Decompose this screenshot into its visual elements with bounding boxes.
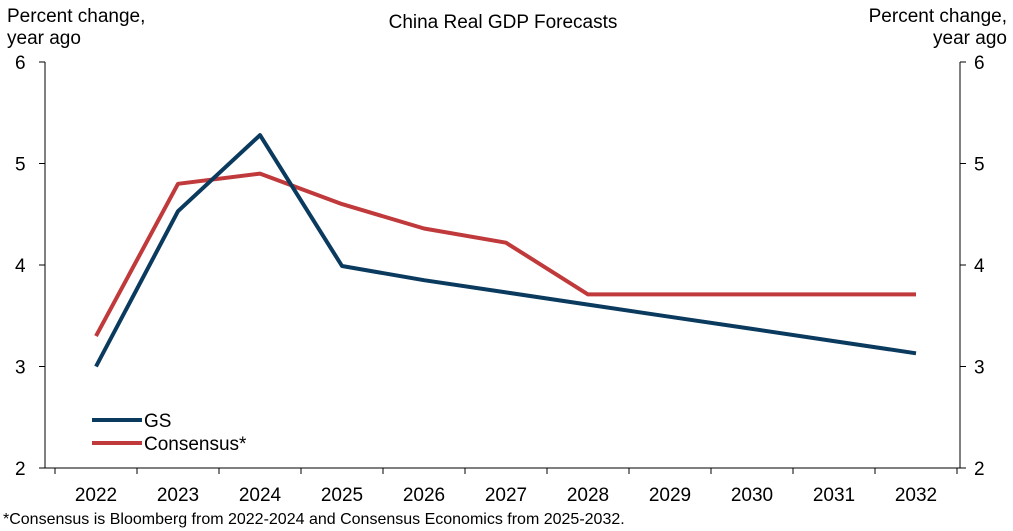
y-tick-label-right: 4 — [974, 256, 985, 277]
series-line-gs — [94, 133, 917, 368]
right-axis-label-line-2: year ago — [933, 28, 1007, 49]
series-lines — [94, 133, 917, 368]
right-axis-label-line-1: Percent change, — [869, 6, 1007, 27]
y-tick-label-left: 6 — [15, 53, 26, 74]
x-tick-label: 2024 — [239, 485, 282, 506]
series-line-consensus — [94, 171, 916, 338]
x-tick-label: 2030 — [731, 485, 773, 506]
y-tick-label-left: 2 — [15, 459, 26, 480]
legend-label-consensus: Consensus* — [144, 434, 247, 455]
y-tick-label-left: 5 — [15, 155, 26, 176]
x-tick-label: 2029 — [649, 485, 691, 506]
y-tick-label-left: 4 — [15, 256, 26, 277]
y-tick-label-right: 2 — [974, 459, 985, 480]
legend-label-gs: GS — [144, 411, 171, 432]
y-tick-label-left: 3 — [15, 358, 26, 379]
footnote: *Consensus is Bloomberg from 2022-2024 a… — [3, 511, 625, 528]
y-tick-label-right: 3 — [974, 358, 985, 379]
x-tick-label: 2031 — [813, 485, 855, 506]
left-axis-label-line-2: year ago — [7, 28, 81, 49]
x-tick-label: 2025 — [321, 485, 363, 506]
x-tick-label: 2027 — [485, 485, 527, 506]
x-tick-labels: 2022 2023 2024 2025 2026 2027 2028 2029 2030 2031… — [75, 485, 937, 506]
y-tick-label-right: 5 — [974, 155, 985, 176]
left-axis-label-line-1: Percent change, — [7, 6, 145, 27]
y-tick-label-right: 6 — [974, 53, 985, 74]
chart-axes — [39, 61, 966, 474]
x-tick-label: 2026 — [403, 485, 445, 506]
y-tick-labels: 2 2 3 3 4 4 5 5 6 6 — [15, 53, 985, 480]
legend: GS Consensus* — [92, 411, 247, 455]
chart-title: China Real GDP Forecasts — [389, 12, 618, 33]
x-tick-label: 2032 — [895, 485, 937, 506]
x-tick-label: 2028 — [567, 485, 609, 506]
x-tick-label: 2022 — [75, 485, 117, 506]
x-tick-label: 2023 — [157, 485, 199, 506]
